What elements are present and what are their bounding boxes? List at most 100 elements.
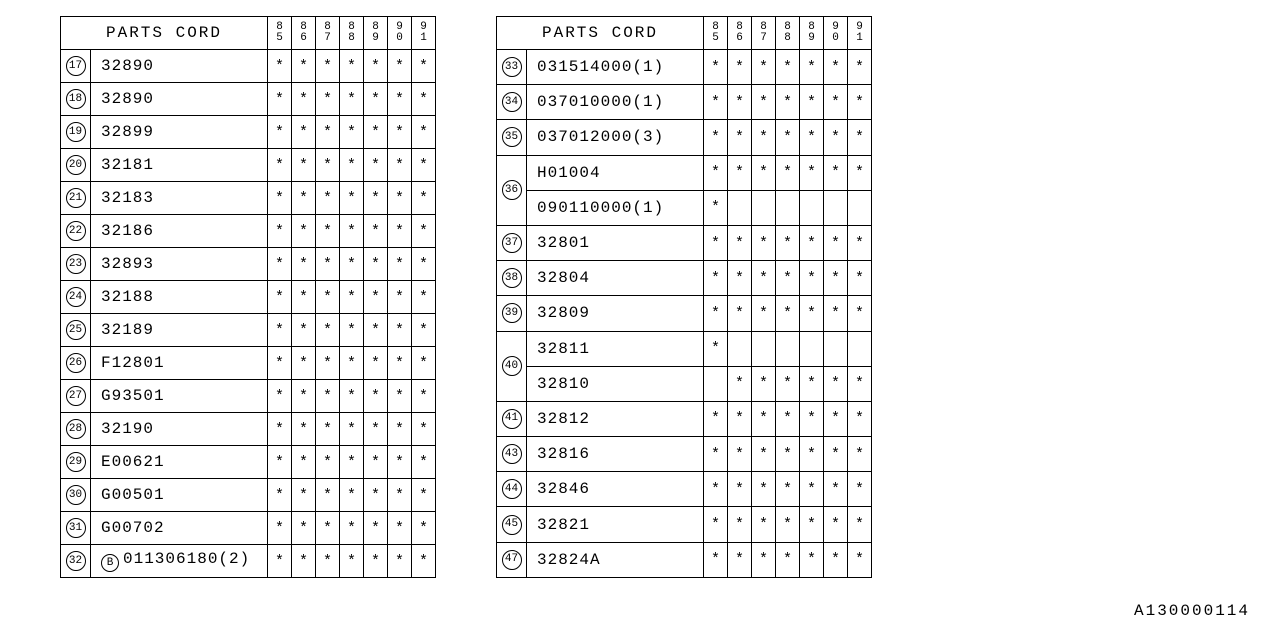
year-mark: * [316,446,340,479]
year-mark: * [292,50,316,83]
year-mark: * [292,512,316,545]
circled-number-icon: 29 [66,452,86,472]
circled-number-icon: 25 [66,320,86,340]
year-mark [824,190,848,225]
year-mark [848,331,872,366]
year-mark: * [704,155,728,190]
circled-number-icon: 44 [502,479,522,499]
year-mark: * [268,380,292,413]
table-row: 27G93501******* [61,380,436,413]
year-mark: * [824,296,848,331]
year-mark: * [704,331,728,366]
year-mark: * [268,182,292,215]
circled-number-icon: 28 [66,419,86,439]
table-row: 1732890******* [61,50,436,83]
year-mark: * [316,248,340,281]
row-index: 41 [497,401,527,436]
year-mark: * [340,545,364,578]
table-row: 4432846******* [497,472,872,507]
year-col-4: 89 [364,17,388,50]
year-mark: * [704,225,728,260]
year-mark: * [292,215,316,248]
year-mark [824,331,848,366]
year-mark: * [848,366,872,401]
year-mark: * [388,281,412,314]
circled-number-icon: 19 [66,122,86,142]
year-mark: * [412,83,436,116]
year-mark: * [268,149,292,182]
year-mark: * [340,149,364,182]
row-index: 18 [61,83,91,116]
year-mark: * [728,437,752,472]
circled-number-icon: 32 [66,551,86,571]
year-mark: * [340,50,364,83]
year-mark: * [776,472,800,507]
row-index: 37 [497,225,527,260]
year-mark: * [800,507,824,542]
year-mark: * [776,296,800,331]
year-mark: * [364,248,388,281]
year-mark: * [752,507,776,542]
year-mark [800,331,824,366]
year-mark: * [776,50,800,85]
circled-number-icon: 45 [502,515,522,535]
row-index: 29 [61,446,91,479]
table-row: 4532821******* [497,507,872,542]
part-code: 32190 [91,413,268,446]
year-mark: * [752,472,776,507]
header-parts-cord: PARTS CORD [497,17,704,50]
year-mark: * [728,296,752,331]
year-mark: * [388,149,412,182]
year-mark: * [412,446,436,479]
table-head: PARTS CORD 85 86 87 88 89 90 91 [497,17,872,50]
part-code: 32890 [91,83,268,116]
year-mark: * [848,120,872,155]
year-mark: * [412,479,436,512]
year-mark: * [848,225,872,260]
year-mark: * [728,85,752,120]
inline-badge-icon: B [101,554,119,572]
year-mark: * [800,120,824,155]
year-mark: * [316,281,340,314]
year-mark: * [388,380,412,413]
part-code: 32183 [91,182,268,215]
row-index: 32 [61,545,91,578]
table-row: 2432188******* [61,281,436,314]
year-mark: * [364,347,388,380]
table-row: 4132812******* [497,401,872,436]
year-mark: * [704,190,728,225]
year-mark: * [752,261,776,296]
year-mark: * [268,545,292,578]
year-mark: * [752,542,776,577]
table-row: 2032181******* [61,149,436,182]
year-mark: * [364,50,388,83]
year-mark: * [364,479,388,512]
year-mark: * [316,83,340,116]
year-mark: * [800,437,824,472]
year-col-5: 90 [824,17,848,50]
year-mark [800,190,824,225]
year-mark: * [316,545,340,578]
year-mark: * [412,281,436,314]
table-row: 090110000(1)* [497,190,872,225]
year-mark: * [292,380,316,413]
year-mark: * [704,542,728,577]
table-row: 36H01004******* [497,155,872,190]
year-mark: * [388,545,412,578]
year-mark: * [704,261,728,296]
year-mark: * [268,413,292,446]
year-mark: * [388,248,412,281]
year-mark: * [292,479,316,512]
row-index: 23 [61,248,91,281]
year-mark [752,190,776,225]
row-index: 24 [61,281,91,314]
year-mark: * [776,507,800,542]
year-mark: * [752,120,776,155]
year-mark: * [752,50,776,85]
year-mark: * [292,446,316,479]
year-mark: * [388,446,412,479]
table-row: 4732824A******* [497,542,872,577]
year-mark: * [824,155,848,190]
year-mark: * [412,347,436,380]
part-code: 32890 [91,50,268,83]
